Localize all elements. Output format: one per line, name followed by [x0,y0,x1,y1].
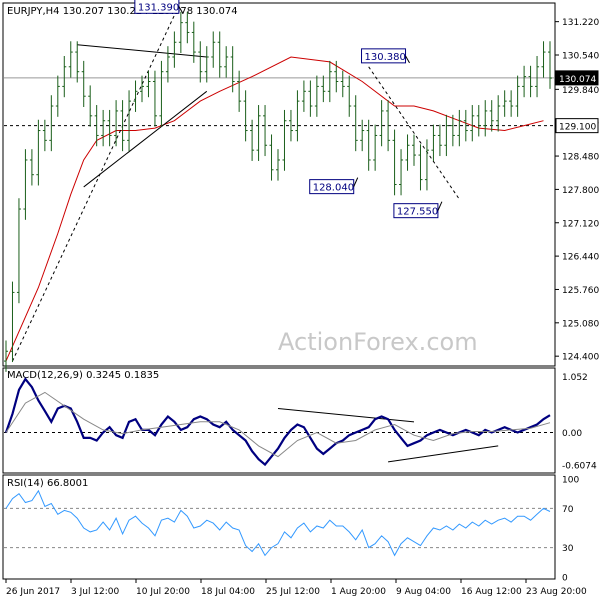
x-tick-label: 1 Aug 20:00 [331,587,386,597]
y-tick-label: 125.760 [562,286,599,296]
trendline-fall-projection [368,66,460,200]
x-tick-label: 26 Jun 2017 [6,587,60,597]
macd-series-signal [5,391,551,458]
macd-trendline [277,407,415,423]
y-tick-label: 128.480 [562,153,599,163]
macd-tick-label: 0.00 [562,429,582,439]
x-tick-label: 23 Aug 20:00 [526,587,587,597]
y-tick-label: 127.800 [562,186,599,196]
rsi-tick-label: 100 [562,476,579,486]
annotation-label: 131.390 [138,2,179,13]
watermark: ActionForex.com [278,328,478,356]
x-tick-label: 16 Aug 12:00 [461,587,522,597]
annotation-leader [353,177,359,187]
rsi-tick-label: 70 [562,505,574,515]
annotation-label: 128.040 [313,183,354,194]
macd-panel-frame [2,367,556,474]
price-label-box [555,70,599,86]
rsi-label: RSI(14) 66.8001 [7,478,88,489]
macd-tick-label: 1.052 [562,373,588,383]
annotation-leader [405,55,410,64]
rsi-panel-frame [2,474,556,580]
y-tick-label: 126.440 [562,253,599,263]
price-label-box [555,118,599,134]
price-panel-frame [2,2,556,367]
y-tick-label: 125.080 [562,319,599,329]
y-tick-label: 130.540 [562,52,599,62]
x-tick-label: 3 Jul 12:00 [71,587,120,597]
macd-label: MACD(12,26,9) 0.3245 0.1835 [7,370,159,381]
y-tick-label: 124.400 [562,353,599,363]
chart-title: EURJPY,H4 130.207 130.224 129.978 130.07… [7,6,238,17]
annotation-leader [178,6,184,14]
price-label: 130.074 [559,75,596,85]
macd-trendline [388,445,499,463]
y-tick-label: 129.840 [562,86,599,96]
x-tick-label: 18 Jul 04:00 [201,587,255,597]
annotation-label: 127.550 [397,207,438,218]
macd-tick-label: -0.6074 [562,461,597,471]
trendline-triangle-top [77,44,207,58]
x-tick-label: 10 Jul 20:00 [136,587,190,597]
x-tick-label: 9 Aug 04:00 [396,587,451,597]
price-label: 129.100 [559,123,596,133]
y-tick-label: 127.120 [562,219,599,229]
annotation-leader [437,201,443,211]
rsi-series [5,489,551,557]
y-tick-label: 131.220 [562,18,599,28]
x-tick-label: 25 Jul 12:00 [266,587,320,597]
rsi-tick-label: 0 [562,574,568,584]
annotation-label: 130.380 [365,52,406,63]
rsi-tick-label: 30 [562,544,574,554]
trendline-rise-projection [12,15,175,362]
trendline-triangle-bottom [83,90,208,188]
